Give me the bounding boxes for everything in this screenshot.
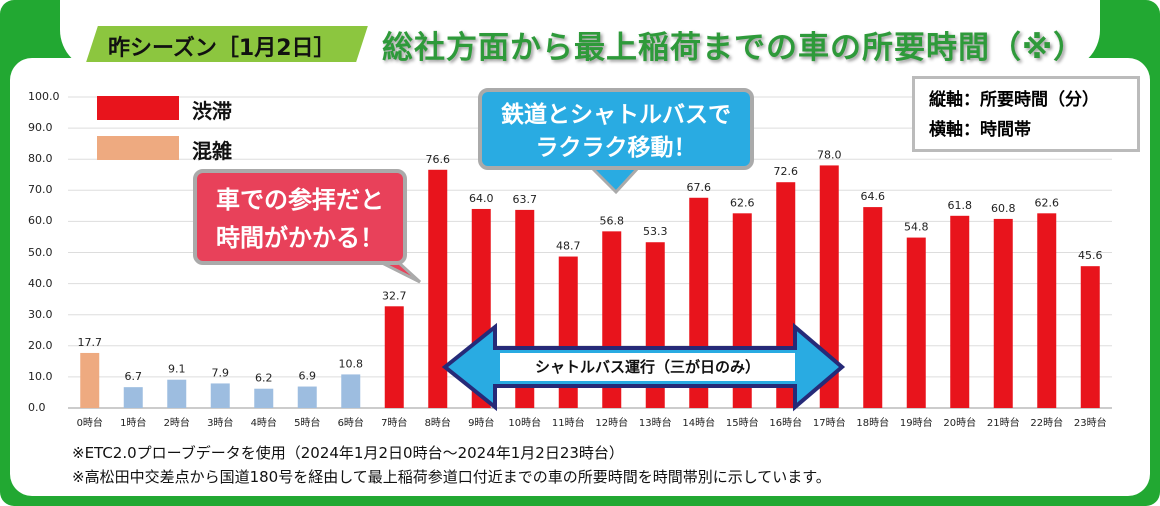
x-axis-note: 横軸：時間帯 [929,120,1031,140]
data-label: 45.6 [1078,249,1103,262]
x-tick-label: 11時台 [552,416,585,429]
axis-legend-box: 縦軸：所要時間（分） 横軸：時間帯 [912,76,1140,152]
data-label: 54.8 [904,221,929,234]
bar [341,374,361,408]
bar [645,242,665,408]
data-label: 61.8 [948,199,973,212]
x-tick-label: 23時台 [1074,416,1107,429]
y-tick-label: 60.0 [28,214,53,228]
data-label: 72.6 [774,165,799,178]
y-tick-label: 50.0 [28,245,53,259]
bar [210,383,230,408]
data-label: 64.0 [469,192,494,205]
chart-title: 総社方面から最上稲荷までの車の所要時間（※） [382,30,1086,66]
bar [123,387,143,408]
car-callout-line1: 車での参拝だと [216,186,384,214]
data-label: 60.8 [991,202,1016,215]
data-label: 10.8 [339,357,364,370]
data-label: 53.3 [643,225,668,238]
data-label: 6.9 [299,370,317,383]
data-label: 6.7 [125,370,143,383]
bar [471,208,491,408]
y-axis-note: 縦軸：所要時間（分） [929,90,1099,110]
y-tick-label: 40.0 [28,276,53,290]
car-callout: 車での参拝だと 時間がかかる！ [193,169,407,265]
data-label: 67.6 [687,181,712,194]
car-callout-line2: 時間がかかる！ [216,224,384,252]
x-tick-label: 7時台 [381,416,407,429]
x-tick-label: 3時台 [207,416,233,429]
x-tick-label: 15時台 [726,416,759,429]
y-tick-label: 30.0 [28,307,53,321]
bar [558,256,578,408]
bar [819,165,839,408]
x-tick-label: 0時台 [77,416,103,429]
x-tick-label: 2時台 [164,416,190,429]
x-tick-label: 14時台 [682,416,715,429]
x-tick-label: 18時台 [856,416,889,429]
train-callout-line1: 鉄道とシャトルバスで [501,102,731,128]
x-tick-label: 19時台 [900,416,933,429]
bar [254,388,274,408]
bar [950,215,970,408]
x-tick-label: 12時台 [595,416,628,429]
x-tick-label: 21時台 [987,416,1020,429]
train-callout-line2: ラクラク移動！ [535,135,697,161]
x-tick-label: 6時台 [338,416,364,429]
x-tick-label: 17時台 [813,416,846,429]
y-tick-label: 80.0 [28,152,53,166]
data-label: 62.6 [730,196,755,209]
y-tick-label: 10.0 [28,369,53,383]
x-tick-label: 20時台 [943,416,976,429]
x-tick-label: 13時台 [639,416,672,429]
bar [906,237,926,408]
x-tick-label: 16時台 [769,416,802,429]
x-tick-label: 5時台 [294,416,320,429]
data-label: 62.6 [1035,196,1060,209]
data-label: 9.1 [168,363,186,376]
legend-label-konzatsu: 混雑 [192,139,232,163]
x-tick-label: 1時台 [120,416,146,429]
x-tick-label: 22時台 [1030,416,1063,429]
bar [1037,213,1057,408]
data-label: 64.6 [861,190,886,203]
bar [428,169,448,408]
bar [167,379,187,408]
data-label: 63.7 [513,193,538,206]
data-label: 17.7 [78,336,103,349]
data-label: 48.7 [556,240,581,253]
season-tag: 昨シーズン［1月2日］ [108,36,336,61]
data-label: 78.0 [817,148,842,161]
data-label: 32.7 [382,289,407,302]
bar [602,231,622,408]
bar [993,218,1013,408]
x-tick-label: 4時台 [251,416,277,429]
bar [297,386,317,408]
note-2: ※高松田中交差点から国道180号を経由して最上稲荷参道口付近までの車の所要時間を… [72,468,831,486]
y-tick-label: 20.0 [28,338,53,352]
note-1: ※ETC2.0プローブデータを使用（2024年1月2日0時台～2024年1月2日… [72,444,624,462]
x-tick-label: 9時台 [468,416,494,429]
x-tick-label: 8時台 [425,416,451,429]
data-label: 56.8 [600,214,625,227]
y-tick-label: 70.0 [28,183,53,197]
data-label: 6.2 [255,372,273,385]
y-tick-label: 0.0 [28,401,46,414]
bar [1080,266,1100,408]
train-callout: 鉄道とシャトルバスで ラクラク移動！ [478,88,754,170]
bar [80,352,100,408]
legend-label-jutai: 渋滞 [192,99,232,123]
bar [384,306,404,408]
data-label: 7.9 [212,366,230,379]
legend-swatch-jutai [97,96,179,120]
x-tick-label: 10時台 [508,416,541,429]
data-label: 76.6 [426,153,451,166]
bar [863,207,883,408]
shuttle-label: シャトルバス運行（三が日のみ） [500,353,795,381]
y-tick-label: 90.0 [28,121,53,135]
y-tick-label: 100.0 [28,90,60,103]
legend-swatch-konzatsu [97,136,179,160]
